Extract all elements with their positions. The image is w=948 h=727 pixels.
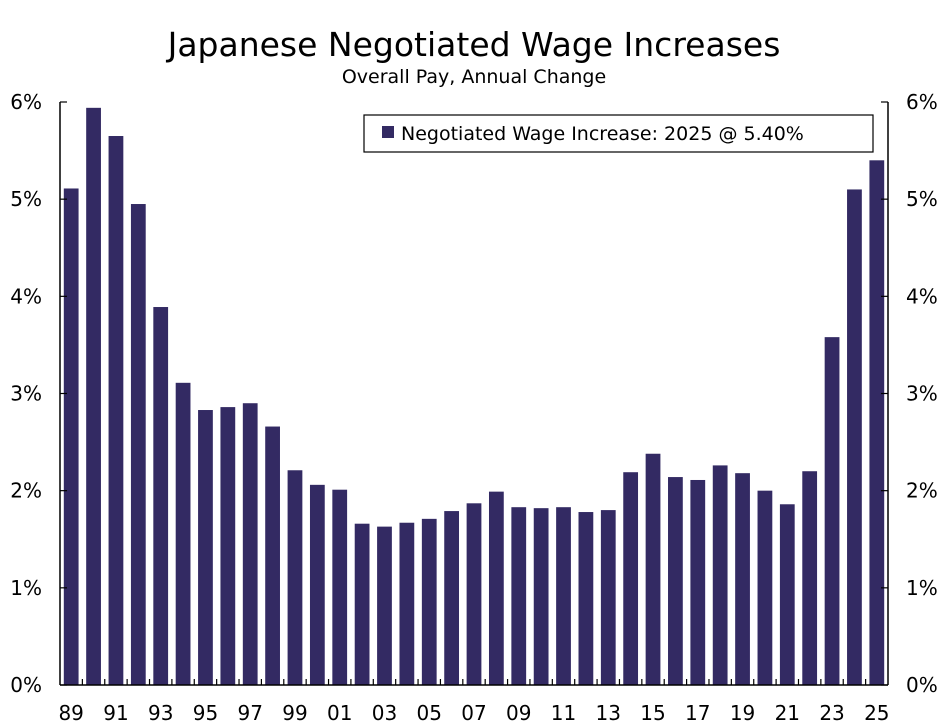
legend-box: [363, 114, 874, 153]
chart-subtitle: Overall Pay, Annual Change: [342, 66, 606, 88]
y-axis-right-ticks: 0% 1% 2% 3% 4% 5% 6%: [881, 90, 938, 697]
bar: [332, 489, 348, 685]
bar: [265, 426, 280, 685]
x-tick-label: 03: [372, 701, 397, 725]
x-tick-label: 23: [819, 701, 844, 725]
x-tick-label: 97: [237, 701, 262, 725]
bar: [63, 188, 79, 686]
x-tick-label: 07: [461, 701, 486, 725]
bar: [130, 204, 146, 685]
y-tick-label-left: 0%: [10, 673, 42, 697]
bar: [645, 453, 661, 685]
bar: [533, 508, 549, 685]
y-tick-label-left: 3%: [10, 382, 42, 406]
y-tick-label-right: 3%: [906, 382, 938, 406]
bar: [802, 471, 818, 685]
x-tick-label: 95: [193, 701, 218, 725]
bar: [399, 522, 415, 685]
chart-title: Japanese Negotiated Wage Increases: [166, 25, 781, 64]
y-tick-label-right: 5%: [906, 187, 938, 211]
x-tick-label: 21: [775, 701, 800, 725]
x-tick-label: 15: [640, 701, 665, 725]
x-tick-label: 13: [596, 701, 621, 725]
bar: [735, 473, 750, 685]
bar: [309, 484, 325, 685]
bar: [444, 511, 460, 685]
x-tick-label: 01: [327, 701, 352, 725]
bar: [869, 160, 885, 686]
legend-swatch: [382, 126, 394, 138]
bar: [377, 526, 392, 685]
bar: [556, 507, 571, 685]
bar: [623, 472, 639, 685]
bar: [779, 504, 795, 685]
x-tick-label: 05: [417, 701, 442, 725]
x-tick-label: 11: [551, 701, 576, 725]
x-tick-label: 99: [282, 701, 307, 725]
x-tick-label: 91: [103, 701, 128, 725]
legend-label: Negotiated Wage Increase: 2025 @ 5.40%: [401, 123, 804, 145]
bar: [668, 477, 683, 685]
y-tick-label-right: 4%: [906, 284, 938, 308]
y-tick-label-left: 1%: [10, 576, 42, 600]
x-axis-ticks: 89 91 93 95 97 99 01 03 05 07 09 11 13 15 17 19 21 23 25: [58, 679, 890, 725]
bar: [175, 382, 191, 685]
bar: [108, 136, 124, 685]
x-tick-label: 89: [58, 701, 83, 725]
y-tick-label-right: 1%: [906, 576, 938, 600]
bar: [757, 490, 773, 685]
bar: [421, 518, 437, 685]
y-tick-label-left: 4%: [10, 284, 42, 308]
y-tick-label-right: 6%: [906, 90, 938, 114]
bar: [354, 523, 370, 685]
bar: [242, 403, 258, 685]
bar: [466, 503, 482, 685]
bar: [511, 507, 527, 685]
x-tick-label: 93: [148, 701, 173, 725]
bar-series: [63, 107, 885, 686]
bar: [712, 465, 728, 685]
y-tick-label-right: 2%: [906, 479, 938, 503]
y-tick-label-left: 6%: [10, 90, 42, 114]
bar: [86, 107, 101, 685]
bar: [847, 189, 862, 685]
bar: [488, 491, 504, 685]
y-tick-label-left: 5%: [10, 187, 42, 211]
bar: [824, 337, 840, 685]
bar: [578, 512, 594, 685]
y-tick-label-left: 2%: [10, 479, 42, 503]
bar: [153, 307, 169, 685]
y-tick-label-right: 0%: [906, 673, 938, 697]
x-tick-label: 17: [685, 701, 710, 725]
x-tick-label: 09: [506, 701, 531, 725]
y-axis-left-ticks: 0% 1% 2% 3% 4% 5% 6%: [10, 90, 67, 697]
bar: [690, 479, 706, 685]
bar: [198, 410, 213, 685]
legend: Negotiated Wage Increase: 2025 @ 5.40%: [363, 114, 874, 153]
bar: [220, 407, 236, 685]
bar: [600, 510, 616, 685]
x-tick-label: 19: [730, 701, 755, 725]
bar: [287, 470, 303, 685]
x-tick-label: 25: [864, 701, 889, 725]
